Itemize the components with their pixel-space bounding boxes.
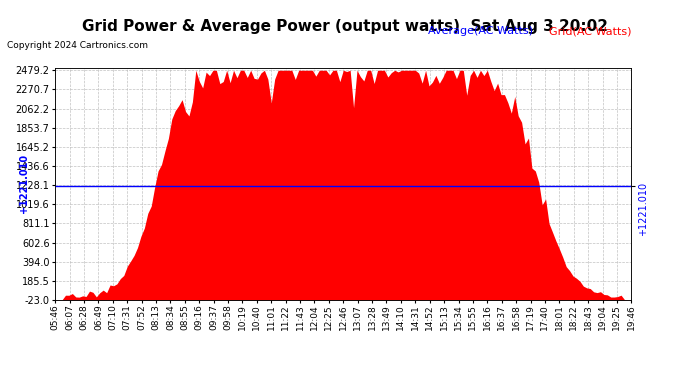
Text: +1221.010: +1221.010 <box>19 154 28 213</box>
Text: Copyright 2024 Cartronics.com: Copyright 2024 Cartronics.com <box>7 41 148 50</box>
Text: Grid(AC Watts): Grid(AC Watts) <box>549 26 631 36</box>
Text: Average(AC Watts): Average(AC Watts) <box>428 26 533 36</box>
Text: Grid Power & Average Power (output watts)  Sat Aug 3 20:02: Grid Power & Average Power (output watts… <box>82 19 608 34</box>
